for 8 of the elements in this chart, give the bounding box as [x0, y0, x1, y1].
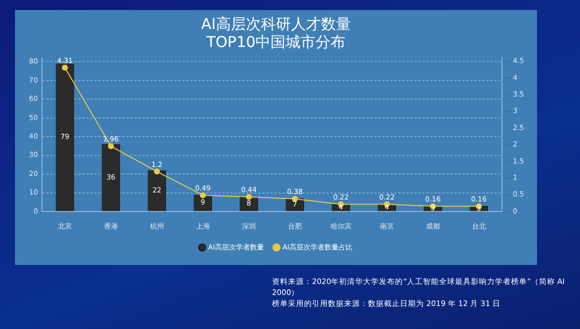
- point: [154, 168, 160, 175]
- point: [246, 194, 252, 200]
- point: [292, 196, 298, 202]
- chart-title: AI高层次科研人才数量: [201, 14, 351, 33]
- point: [62, 64, 68, 71]
- point: [108, 143, 114, 150]
- chart-subtitle: TOP10中国城市分布: [205, 32, 346, 51]
- point: [200, 192, 206, 198]
